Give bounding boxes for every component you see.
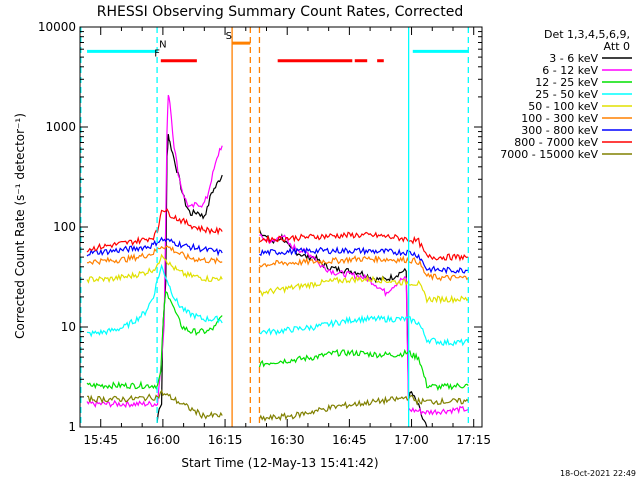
y-tick-label: 100 <box>53 220 76 234</box>
legend-label: 800 - 7000 keV <box>514 136 598 149</box>
legend-label: 100 - 300 keV <box>521 112 598 125</box>
legend-header-line-1: Det 1,3,4,5,6,9, <box>544 28 630 41</box>
flag-label-f: F <box>154 49 160 60</box>
x-tick-label: 16:00 <box>146 433 181 447</box>
y-tick-label: 1000 <box>45 120 76 134</box>
x-tick-label: 16:45 <box>332 433 367 447</box>
flag-label-s: S <box>226 31 232 42</box>
series-line-5 <box>258 255 469 282</box>
legend-label: 7000 - 15000 keV <box>500 148 598 161</box>
x-tick-label: 17:00 <box>394 433 429 447</box>
y-tick-label: 1 <box>68 420 76 434</box>
series-line-1 <box>259 233 469 416</box>
legend-label: 25 - 50 keV <box>535 88 598 101</box>
legend-label: 300 - 800 keV <box>521 124 598 137</box>
series-line-7 <box>259 231 469 262</box>
legend-label: 3 - 6 keV <box>549 52 598 65</box>
legend-label: 50 - 100 keV <box>528 100 598 113</box>
series-line-2 <box>258 348 469 392</box>
x-tick-label: 16:30 <box>270 433 305 447</box>
series-line-1 <box>86 94 223 409</box>
x-tick-label: 17:15 <box>456 433 491 447</box>
series-line-6 <box>259 246 469 275</box>
series-line-8 <box>87 389 223 420</box>
x-tick-label: 15:45 <box>83 433 118 447</box>
series-line-4 <box>258 275 469 305</box>
annotations: NF S <box>80 27 469 427</box>
axes: 15:45 16:00 16:15 16:30 16:45 17:00 17:15 1 10 10… <box>38 20 491 447</box>
legend-label: 12 - 25 keV <box>535 76 598 89</box>
series-line-5 <box>86 245 223 266</box>
series-line-7 <box>86 208 223 253</box>
y-axis-label: Corrected Count Rate (s⁻¹ detector⁻¹) <box>13 113 27 339</box>
x-tick-label: 16:15 <box>208 433 243 447</box>
plot-lines <box>86 94 469 428</box>
series-line-2 <box>86 290 223 390</box>
y-tick-label: 10000 <box>38 20 76 34</box>
series-line-6 <box>86 236 223 257</box>
series-line-8 <box>258 394 469 422</box>
series-line-3 <box>86 263 223 338</box>
series-line-4 <box>86 253 223 284</box>
chart-title: RHESSI Observing Summary Count Rates, Co… <box>97 4 463 20</box>
y-tick-label: 10 <box>61 320 76 334</box>
legend-header-line-2: Att 0 <box>604 40 630 53</box>
series-line-3 <box>259 314 469 347</box>
generation-timestamp: 18-Oct-2021 22:49 <box>560 469 636 478</box>
flag-label-n: N <box>159 39 166 50</box>
legend-label: 6 - 12 keV <box>542 64 598 77</box>
x-axis-label: Start Time (12-May-13 15:41:42) <box>181 456 378 470</box>
